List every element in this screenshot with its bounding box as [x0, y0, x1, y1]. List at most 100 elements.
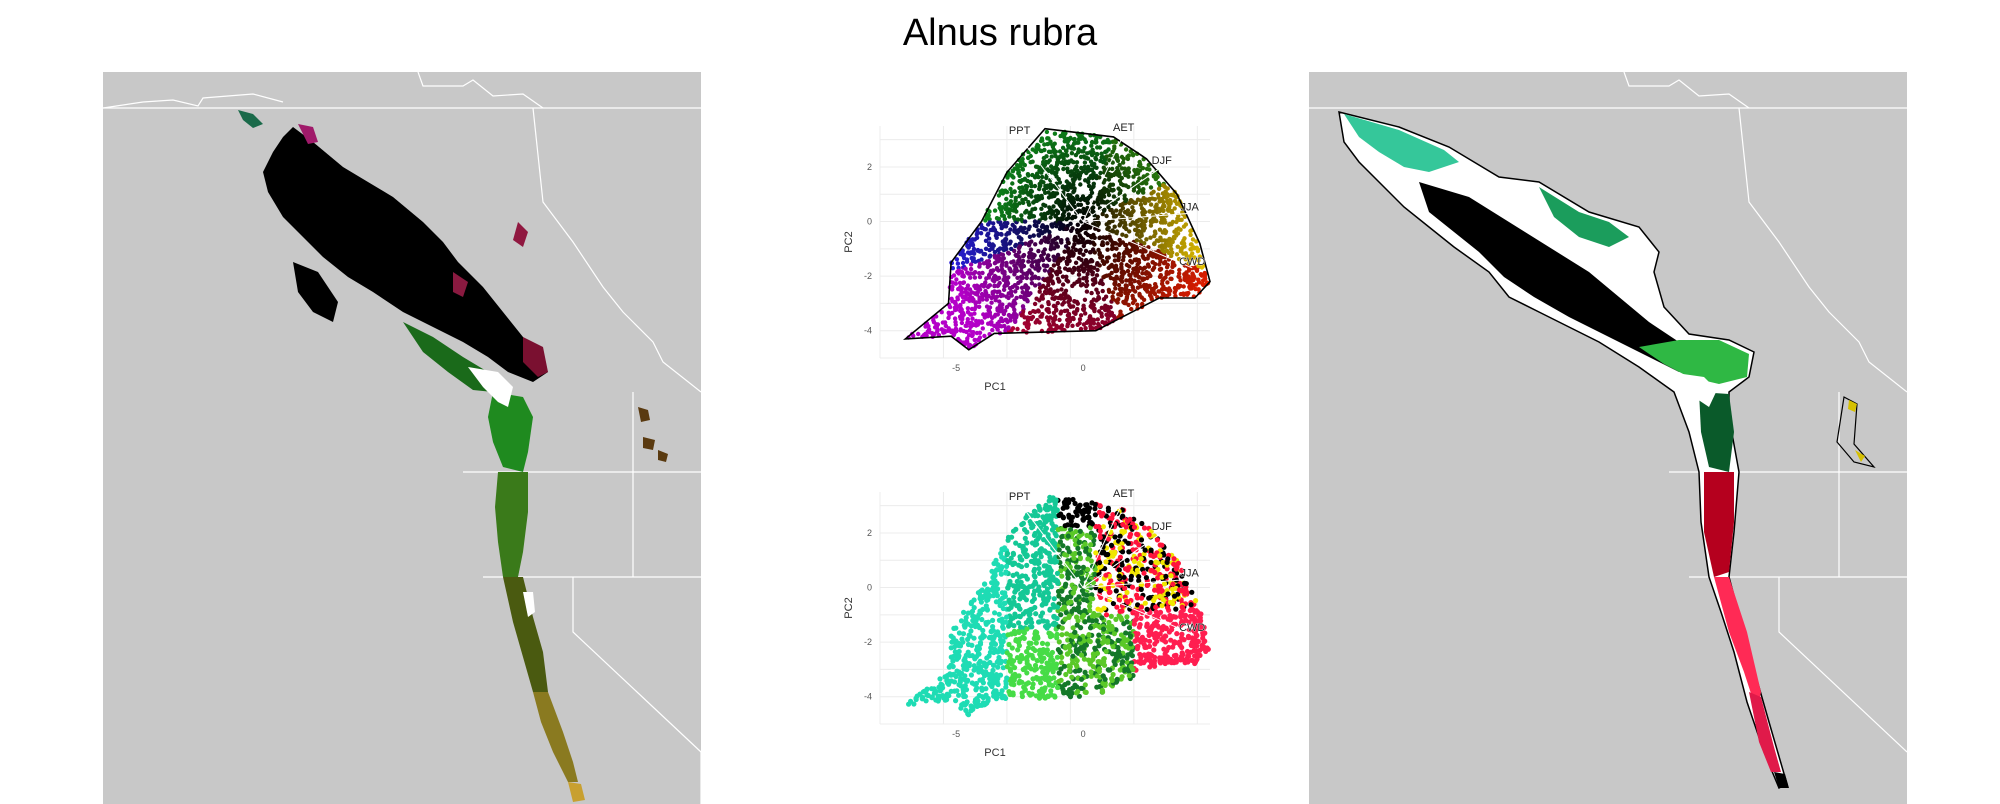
data-point	[1167, 599, 1174, 605]
data-point	[1105, 638, 1111, 644]
data-point	[1142, 547, 1148, 553]
data-point	[1047, 558, 1053, 564]
vector-djf	[1082, 166, 1163, 222]
data-point	[1103, 572, 1109, 578]
data-point	[1120, 201, 1125, 207]
data-point	[1186, 260, 1192, 266]
vector-label-djf: DJF	[1152, 521, 1172, 533]
data-point	[965, 712, 972, 718]
data-point	[999, 316, 1004, 321]
data-point	[1124, 248, 1130, 253]
data-point	[1162, 633, 1168, 639]
data-point	[1012, 189, 1017, 194]
x-tick-label: -5	[952, 729, 960, 739]
data-point	[921, 332, 927, 338]
data-point	[1005, 585, 1011, 591]
data-point	[1022, 219, 1028, 224]
data-point	[1087, 625, 1094, 631]
data-point	[1141, 652, 1147, 658]
data-point	[1112, 224, 1117, 229]
data-point	[1106, 309, 1111, 314]
data-point	[1141, 551, 1147, 557]
data-point	[1036, 566, 1042, 572]
data-point	[983, 218, 988, 223]
data-point	[1052, 577, 1058, 584]
data-point	[997, 289, 1002, 294]
data-point	[1152, 233, 1157, 239]
data-point	[992, 276, 998, 282]
data-point	[1105, 137, 1110, 143]
data-point	[916, 331, 921, 337]
range-black-tip	[1774, 772, 1789, 788]
data-point	[1020, 167, 1026, 172]
data-point	[1018, 274, 1024, 280]
data-point	[1140, 301, 1145, 307]
data-point	[1086, 195, 1091, 201]
data-point	[997, 299, 1002, 304]
data-point	[1026, 202, 1032, 207]
data-point	[1131, 188, 1137, 193]
data-point	[1141, 660, 1147, 666]
data-point	[1055, 260, 1060, 265]
data-point	[1183, 257, 1188, 262]
data-point	[1167, 612, 1173, 619]
data-point	[1039, 170, 1044, 175]
data-point	[1093, 618, 1099, 624]
data-point	[1039, 658, 1045, 664]
data-point	[1101, 159, 1106, 165]
vector-djf	[1082, 532, 1163, 588]
data-point	[1024, 670, 1030, 676]
data-point	[1129, 306, 1134, 312]
data-point	[1086, 515, 1092, 521]
data-point	[974, 330, 980, 336]
data-point	[993, 260, 998, 265]
data-point	[1148, 202, 1154, 207]
data-point	[1138, 604, 1144, 610]
data-point	[1064, 148, 1069, 154]
data-point	[1139, 206, 1145, 211]
data-point	[1042, 277, 1047, 283]
data-point	[1072, 167, 1078, 172]
data-point	[980, 700, 986, 706]
data-point	[1033, 164, 1039, 169]
data-point	[987, 236, 992, 241]
data-point	[1088, 595, 1094, 602]
data-point	[1200, 278, 1206, 283]
data-point	[1094, 287, 1099, 292]
data-point	[1051, 319, 1056, 324]
data-point	[1078, 313, 1084, 318]
data-point	[1125, 268, 1131, 274]
data-point	[1054, 307, 1059, 312]
data-point	[992, 249, 998, 255]
data-point	[1066, 240, 1071, 246]
data-point	[1064, 217, 1069, 222]
data-point	[1134, 612, 1140, 618]
data-point	[1137, 622, 1143, 628]
data-point	[1104, 312, 1109, 317]
data-point	[1097, 503, 1103, 509]
data-point	[1017, 614, 1023, 620]
data-point	[1152, 291, 1158, 297]
data-point	[1151, 189, 1156, 194]
data-point	[995, 681, 1001, 688]
data-point	[1113, 616, 1119, 622]
data-point	[1021, 630, 1027, 636]
data-point	[1160, 559, 1166, 566]
data-point	[1031, 521, 1037, 527]
data-point	[1131, 296, 1136, 301]
data-point	[1122, 193, 1127, 198]
data-point	[1104, 154, 1109, 159]
data-point	[1077, 646, 1083, 652]
data-point	[1092, 242, 1097, 247]
data-point	[1068, 183, 1073, 188]
data-point	[1065, 571, 1071, 577]
data-point	[1074, 160, 1080, 165]
data-point	[1077, 502, 1083, 508]
data-point	[1018, 624, 1024, 630]
data-point	[1157, 244, 1162, 249]
data-point	[1065, 294, 1071, 299]
data-point	[1119, 674, 1125, 680]
data-point	[1001, 287, 1007, 292]
data-point	[1058, 296, 1064, 301]
